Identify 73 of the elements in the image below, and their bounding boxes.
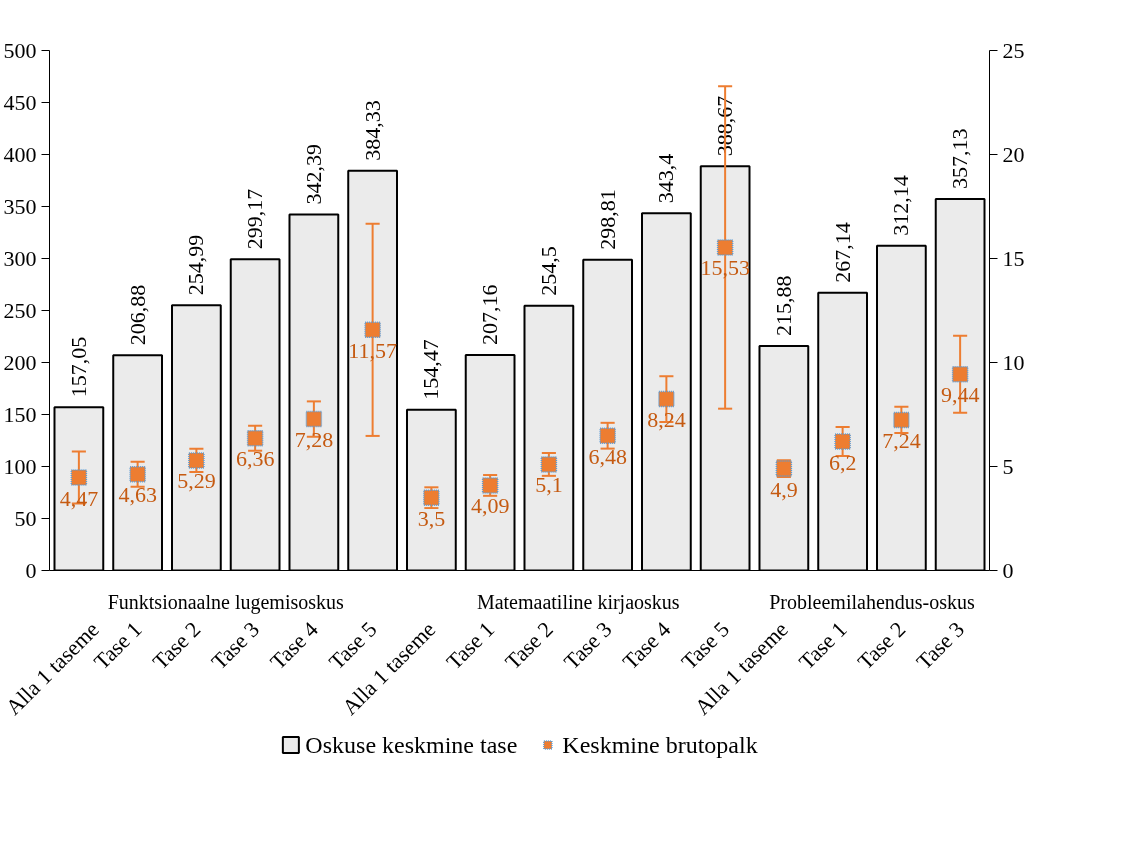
data-label: 7,28 (294, 427, 334, 453)
y-tick-label: 100 (3, 453, 37, 479)
y-tick-label: 50 (14, 505, 37, 531)
x-tick-label: Tase 1 (793, 616, 852, 675)
point (246, 429, 264, 447)
data-label: 357,13 (947, 128, 973, 190)
data-label: 342,39 (300, 143, 326, 205)
x-tick-label: Tase 3 (911, 616, 969, 675)
data-label: 254,99 (183, 234, 209, 296)
y2-tick-label: 25 (1002, 37, 1025, 63)
data-label: 3,5 (417, 505, 446, 531)
text: Funktsionaalne lugemisoskus (107, 590, 345, 614)
data-label: 207,16 (477, 284, 503, 346)
x-tick-label: Tase 2 (500, 616, 558, 675)
data-label: 254,5 (535, 246, 561, 296)
y-tick-label: 200 (3, 349, 37, 375)
point (423, 489, 440, 506)
y-tick-label: 150 (3, 401, 37, 427)
data-label: 384,33 (359, 100, 385, 161)
point (70, 469, 88, 486)
data-label: 298,81 (594, 189, 620, 250)
data-label: 8,24 (647, 407, 686, 433)
data-label: 299,17 (242, 188, 268, 250)
y-tick-label: 450 (3, 89, 37, 115)
y-tick-label: 400 (3, 141, 37, 167)
data-label: 5,1 (535, 472, 563, 498)
x-tick-label: Tase 3 (558, 616, 617, 675)
y2-tick-label: 20 (1002, 141, 1025, 167)
point (129, 465, 146, 483)
x-tick-label: Tase 3 (206, 616, 264, 675)
y-tick-label: 0 (25, 557, 37, 583)
data-label: 6,48 (588, 443, 627, 469)
x-tick-label: Tase 4 (617, 616, 676, 675)
x-tick-label: Tase 2 (147, 616, 206, 675)
data-label: 157,05 (65, 336, 91, 398)
legend-label: Oskuse keskmine tase (305, 731, 518, 758)
data-label: 4,9 (770, 476, 798, 502)
x-tick-label: Tase 2 (852, 616, 911, 675)
y2-tick-label: 10 (1002, 349, 1025, 375)
y-tick-label: 300 (3, 245, 37, 271)
data-label: 267,14 (829, 222, 855, 283)
y2-tick-label: 0 (1002, 557, 1014, 583)
point (599, 427, 616, 444)
data-label: 6,2 (828, 449, 857, 475)
text: Probleemilahendus-oskus (769, 590, 975, 613)
point (305, 410, 323, 428)
text: Matemaatiline kirjaoskus (476, 590, 680, 614)
point (893, 411, 910, 429)
point (364, 321, 381, 339)
y2-tick-label: 15 (1002, 245, 1025, 271)
data-label: 4,09 (470, 493, 510, 519)
data-label: 7,24 (882, 427, 921, 453)
data-label: 215,88 (770, 275, 796, 336)
data-label: 206,88 (124, 284, 150, 346)
data-label: 5,29 (177, 468, 216, 494)
data-label: 6,36 (235, 446, 275, 472)
y-tick-label: 350 (3, 193, 37, 219)
data-label: 154,47 (418, 339, 444, 400)
point (834, 433, 851, 450)
point (188, 452, 205, 469)
data-label: 4,63 (118, 482, 157, 508)
point (951, 365, 969, 383)
point (716, 239, 734, 256)
y2-tick-label: 5 (1002, 453, 1014, 479)
data-label: 312,14 (888, 175, 914, 236)
y-tick-label: 500 (3, 37, 37, 63)
point (658, 390, 675, 408)
x-tick-label: Tase 4 (265, 616, 323, 675)
legend-label: Keskmine brutopalk (562, 731, 758, 758)
y-tick-label: 250 (3, 297, 37, 323)
point (540, 456, 558, 473)
data-label: 343,4 (653, 153, 679, 204)
x-tick-label: Tase 1 (441, 616, 499, 675)
